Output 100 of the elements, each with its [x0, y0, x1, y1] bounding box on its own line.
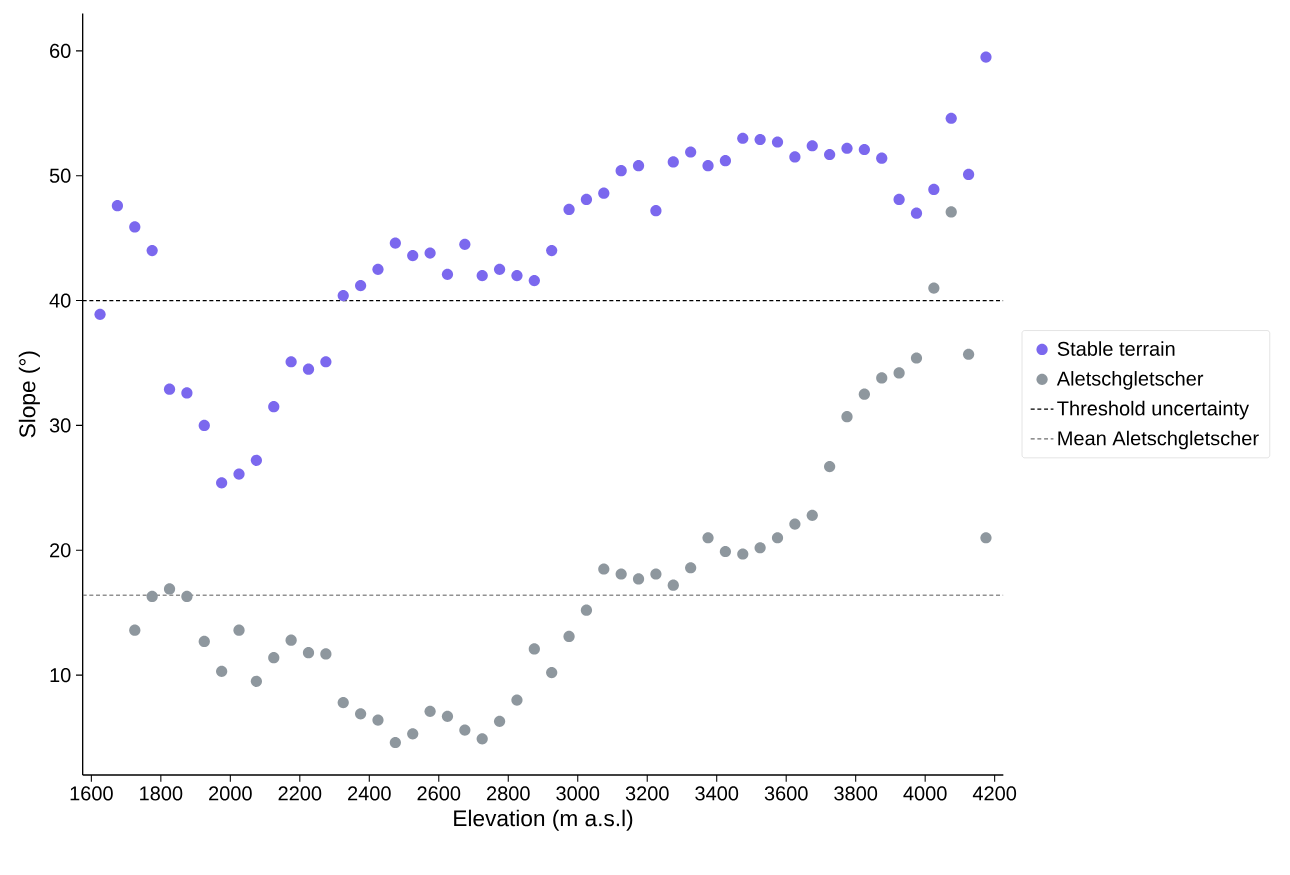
point — [285, 634, 297, 646]
y-tick-label: 30 — [49, 418, 71, 433]
point — [476, 269, 488, 282]
point — [389, 736, 401, 749]
point — [389, 237, 401, 249]
point — [320, 648, 332, 660]
point — [528, 274, 540, 287]
point — [546, 245, 558, 257]
point — [876, 372, 888, 384]
y-tick-label: 50 — [49, 168, 71, 183]
y-tick-label: 40 — [49, 293, 71, 308]
point — [789, 151, 801, 163]
legend-label: Stable terrain — [1057, 341, 1175, 356]
point — [511, 269, 523, 282]
point — [962, 348, 975, 360]
x-tick-label: 3000 — [556, 786, 600, 801]
x-tick-label: 2200 — [278, 786, 322, 801]
x-tick-label: 4200 — [972, 786, 1017, 801]
point — [250, 454, 262, 466]
point — [407, 728, 419, 740]
x-tick-label: 3800 — [834, 786, 878, 801]
point — [632, 160, 645, 172]
point — [580, 193, 593, 206]
point — [806, 140, 818, 152]
point — [858, 143, 870, 156]
point — [163, 583, 176, 595]
point — [962, 168, 975, 181]
point — [754, 542, 766, 554]
point — [980, 51, 992, 63]
point — [945, 206, 957, 218]
point — [493, 263, 506, 275]
x-tick-label: 1600 — [70, 786, 113, 801]
x-tick-label: 3400 — [695, 786, 739, 801]
x-tick-label: 2000 — [209, 786, 252, 801]
point — [615, 568, 627, 580]
point — [876, 152, 888, 164]
point — [355, 708, 367, 720]
point — [302, 647, 315, 659]
point — [667, 156, 679, 168]
point — [268, 401, 280, 413]
point — [667, 579, 679, 591]
point — [216, 665, 228, 677]
point — [233, 468, 245, 480]
point — [632, 573, 645, 585]
point — [928, 183, 940, 196]
point — [598, 563, 610, 575]
x-tick-label: 1800 — [140, 786, 183, 801]
point — [459, 238, 471, 250]
point — [650, 568, 662, 580]
x-tick-label: 2400 — [348, 786, 391, 801]
point — [146, 590, 158, 603]
point — [858, 388, 870, 400]
y-tick-label: 10 — [50, 668, 71, 683]
point — [771, 136, 784, 148]
point — [320, 356, 332, 368]
point — [789, 518, 801, 530]
point — [198, 635, 210, 648]
point — [754, 133, 766, 146]
x-tick-label: 3600 — [764, 786, 808, 801]
point — [441, 268, 454, 280]
point — [424, 247, 436, 259]
legend-label: Aletschgletscher — [1056, 371, 1204, 390]
point — [372, 714, 384, 726]
point — [910, 352, 923, 364]
point — [806, 509, 818, 521]
point — [719, 545, 732, 558]
point — [233, 624, 245, 636]
point — [441, 710, 454, 722]
point — [111, 200, 124, 212]
point — [719, 155, 732, 167]
x-axis-title: Elevation (m a.s.l) — [454, 809, 633, 831]
point — [685, 562, 697, 574]
point — [216, 477, 228, 489]
point — [702, 532, 714, 544]
point — [493, 715, 506, 727]
point — [841, 142, 853, 154]
point — [824, 148, 836, 161]
point — [476, 733, 488, 745]
point — [181, 590, 193, 603]
point — [181, 387, 193, 399]
y-axis-title: Slope (°) — [18, 351, 40, 438]
x-tick-label: 2800 — [487, 786, 530, 801]
legend-label: Mean Aletschgletscher — [1058, 430, 1259, 450]
point — [337, 696, 349, 709]
point — [250, 675, 262, 687]
point — [268, 652, 280, 664]
point — [94, 308, 106, 320]
point — [129, 624, 141, 636]
point — [980, 532, 992, 544]
point — [146, 245, 158, 257]
x-tick-label: 4000 — [903, 786, 947, 801]
point — [841, 411, 853, 423]
point — [407, 250, 419, 262]
point — [372, 263, 384, 275]
point — [198, 419, 210, 432]
point — [302, 363, 315, 375]
point — [771, 532, 784, 544]
point — [424, 705, 436, 717]
point — [893, 367, 905, 379]
point — [910, 207, 923, 219]
